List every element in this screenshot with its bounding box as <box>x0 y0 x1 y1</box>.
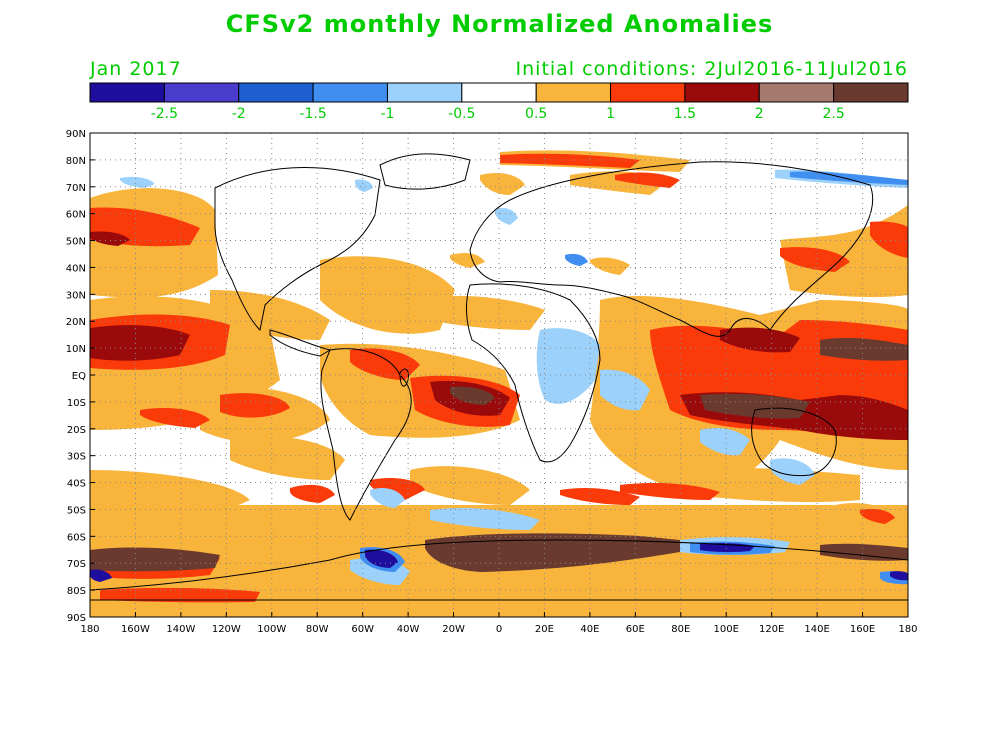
colorbar-tick-label: -1.5 <box>299 106 326 122</box>
lat-tick-label: 10N <box>66 344 86 355</box>
initial-conditions: Initial conditions: 2Jul2016-11Jul2016 <box>515 58 908 80</box>
colorbar-swatch <box>758 82 835 103</box>
lon-tick-label: 180 <box>898 624 917 635</box>
colorbar-tick-label: 1 <box>606 106 615 122</box>
lat-tick-label: 20S <box>67 425 86 436</box>
coastlines <box>90 153 908 601</box>
lon-tick-label: 140E <box>804 624 829 635</box>
lon-tick-label: 20W <box>442 624 465 635</box>
colorbar-tick-label: 2 <box>755 106 764 122</box>
colorbar-tick-label: 0.5 <box>525 106 547 122</box>
lat-tick-label: 40N <box>66 263 86 274</box>
colorbar-tick-label: -0.5 <box>448 106 475 122</box>
colorbar-swatch <box>163 82 240 103</box>
lon-tick-label: 180 <box>80 624 99 635</box>
anomaly-field <box>90 133 908 617</box>
lat-tick-label: EQ <box>72 371 86 382</box>
lon-tick-label: 120E <box>759 624 784 635</box>
lon-tick-label: 80E <box>671 624 690 635</box>
lon-tick-label: 60E <box>626 624 645 635</box>
colorbar-tick-label: -1 <box>380 106 394 122</box>
lat-tick-label: 40S <box>67 479 86 490</box>
anomaly-extreme-layer <box>90 337 908 572</box>
lon-tick-label: 160E <box>850 624 875 635</box>
colorbar-swatch <box>238 82 314 103</box>
lon-tick-label: 160W <box>121 624 150 635</box>
map-axes: 90N 80N 70N 60N 50N 40N 30N 20N 10N EQ 10S 20S 30S 40… <box>66 129 918 635</box>
lon-tick-label: 100W <box>257 624 286 635</box>
lat-tick-label: 10S <box>67 398 86 409</box>
colorbar-tick-label: 2.5 <box>823 106 845 122</box>
colorbar: -2.5 -2 -1.5 -1 -0.5 0.5 1 1.5 2 2.5 <box>89 82 909 122</box>
lon-tick-label: 40E <box>580 624 599 635</box>
colorbar-swatch <box>386 82 463 103</box>
map-title: CFSv2 monthly Normalized Anomalies <box>225 10 774 38</box>
lon-tick-label: 60W <box>351 624 374 635</box>
colorbar-tick-label: -2 <box>232 106 246 122</box>
lat-lon-grid <box>90 133 908 617</box>
lat-tick-label: 30S <box>67 452 86 463</box>
colorbar-swatch <box>461 82 537 103</box>
lat-tick-label: 80N <box>66 156 86 167</box>
colorbar-tick-label: -2.5 <box>151 106 178 122</box>
lon-tick-label: 100E <box>714 624 739 635</box>
colorbar-swatch <box>833 82 909 103</box>
lat-tick-label: 70S <box>67 559 86 570</box>
lat-tick-label: 90N <box>66 129 86 140</box>
colorbar-tick-label: 1.5 <box>674 106 696 122</box>
lat-tick-label: 30N <box>66 290 86 301</box>
colorbar-swatch <box>312 82 388 103</box>
forecast-period: Jan 2017 <box>90 58 182 80</box>
colorbar-swatch <box>610 82 686 103</box>
lon-tick-label: 40W <box>397 624 420 635</box>
lon-tick-label: 140W <box>166 624 195 635</box>
lon-tick-label: 120W <box>212 624 241 635</box>
lat-tick-label: 60N <box>66 210 86 221</box>
lat-tick-label: 20N <box>66 317 86 328</box>
colorbar-swatch <box>684 82 760 103</box>
lat-tick-label: 50N <box>66 237 86 248</box>
lat-tick-label: 80S <box>67 586 86 597</box>
lon-tick-label: 0 <box>496 624 502 635</box>
colorbar-swatch <box>535 82 612 103</box>
lon-tick-label: 20E <box>535 624 554 635</box>
lat-tick-label: 50S <box>67 505 86 516</box>
lat-tick-label: 60S <box>67 532 86 543</box>
lon-tick-label: 80W <box>306 624 329 635</box>
lat-tick-label: 90S <box>67 613 86 624</box>
colorbar-swatch <box>89 82 165 103</box>
lat-tick-label: 70N <box>66 183 86 194</box>
